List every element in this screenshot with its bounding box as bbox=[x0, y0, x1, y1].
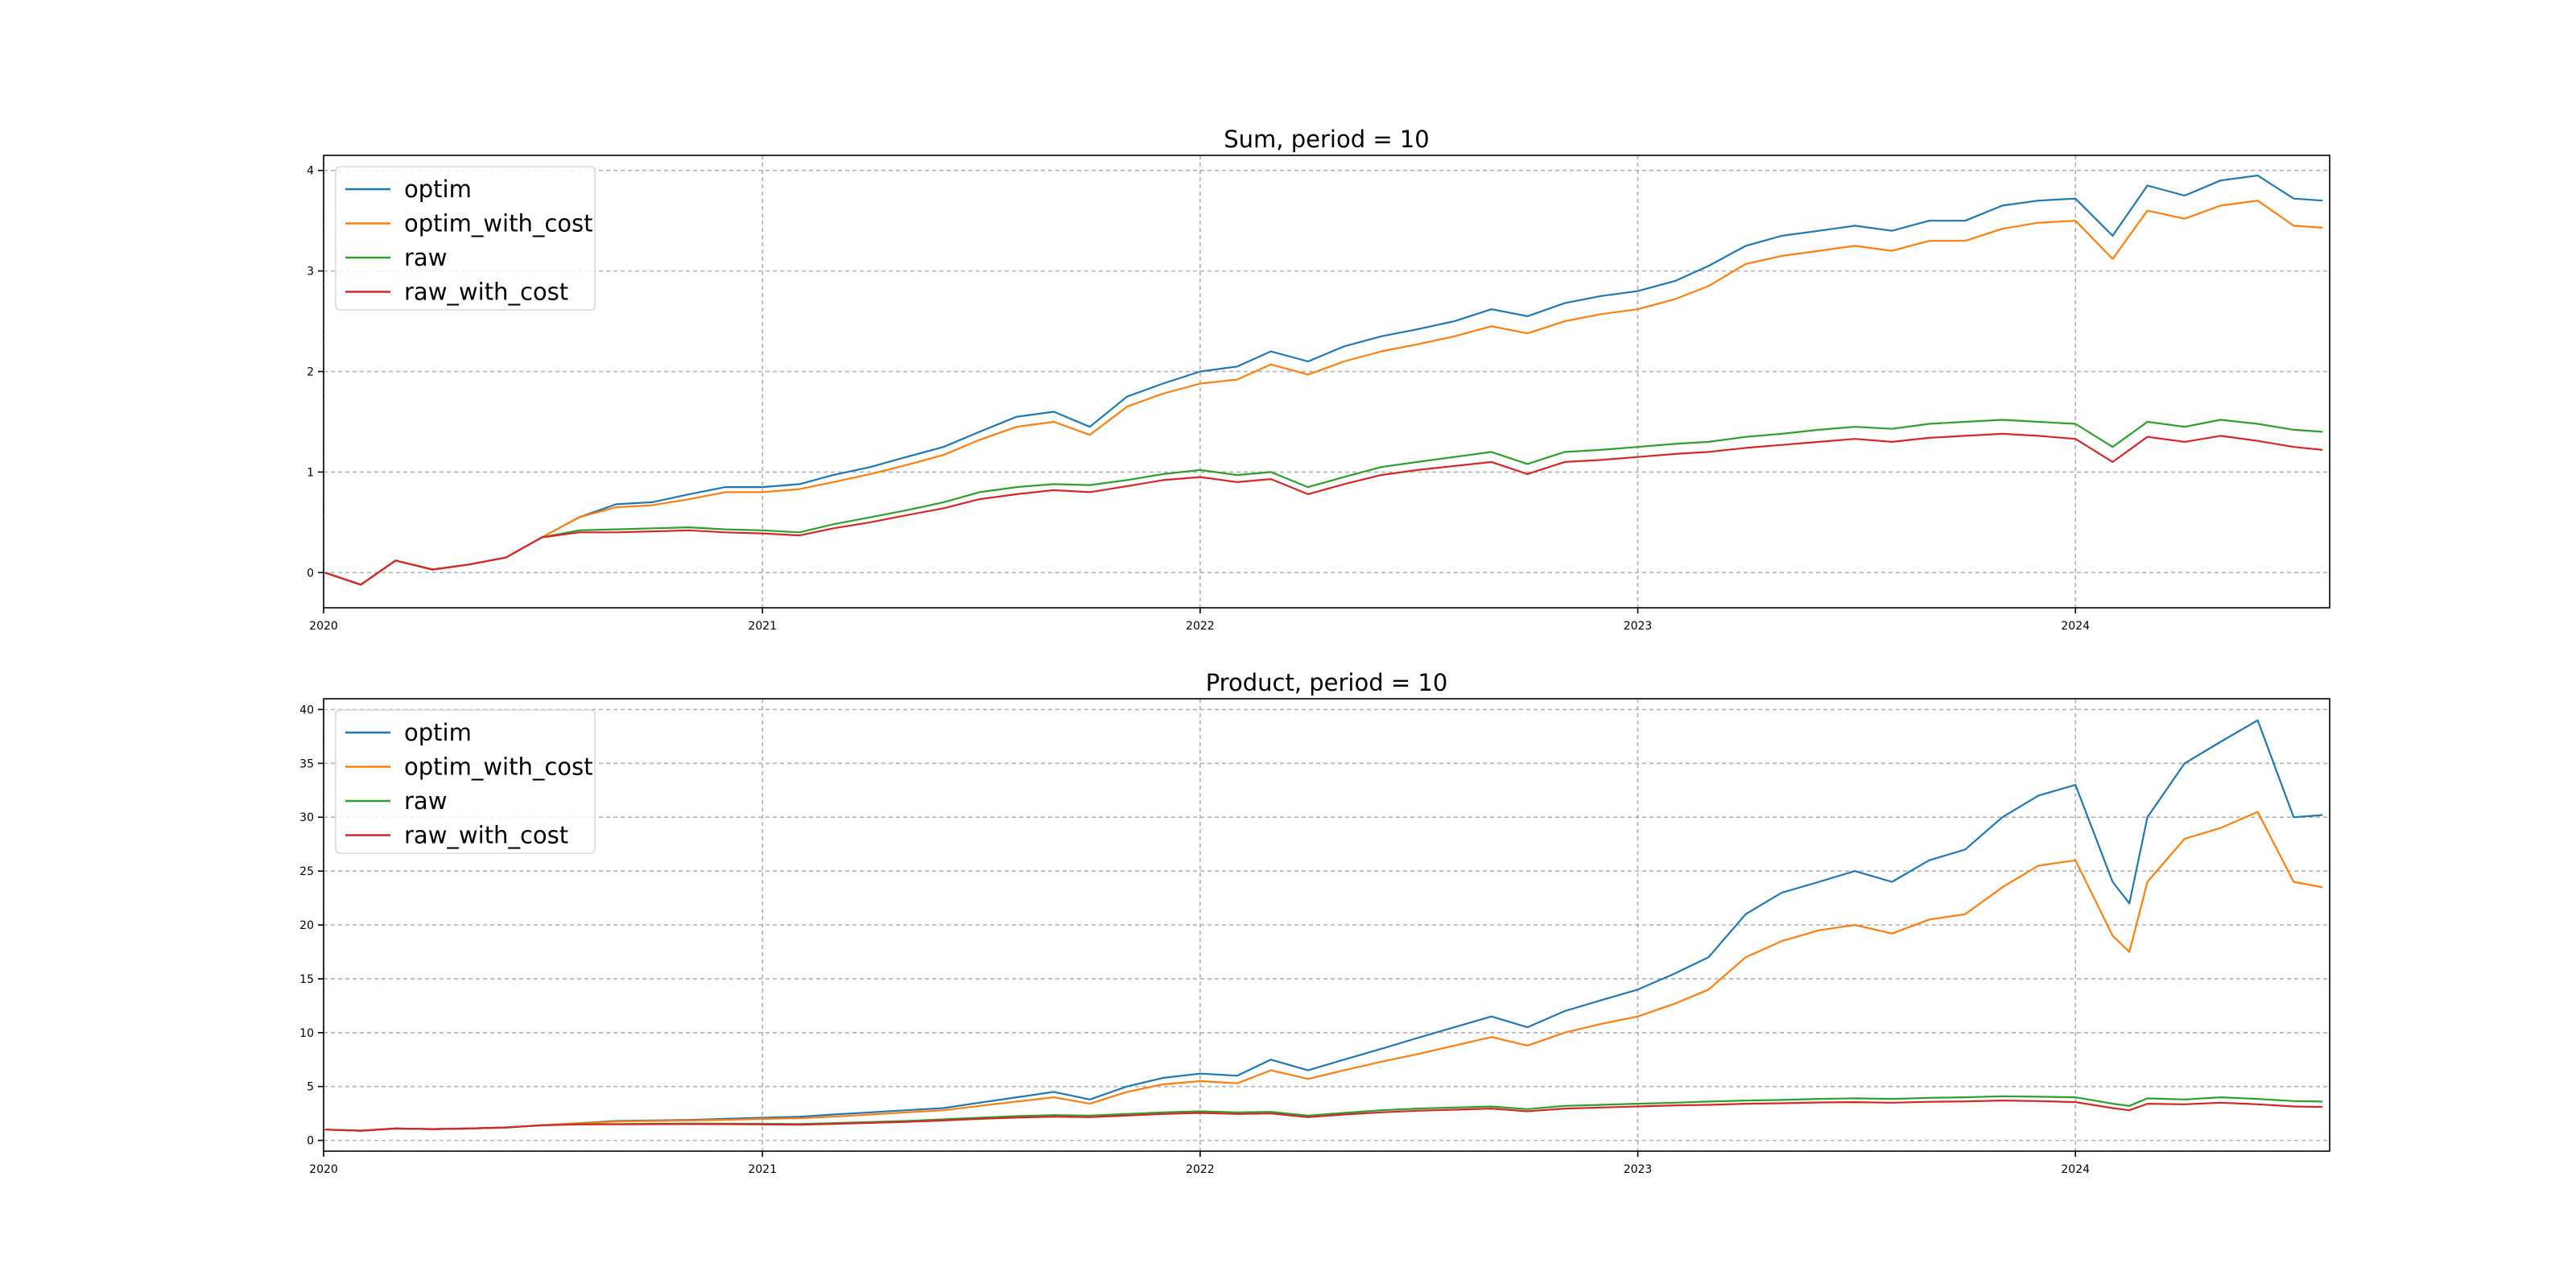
legend-label-raw_with_cost: raw_with_cost bbox=[404, 822, 568, 849]
y-tick-label: 25 bbox=[299, 865, 314, 878]
y-tick-label: 0 bbox=[307, 567, 314, 580]
y-tick-label: 4 bbox=[307, 165, 314, 178]
chart-title: Sum, period = 10 bbox=[1224, 126, 1430, 153]
sum-chart: Sum, period = 10 0 1 2 3 4 2020 2021 2022 2023 202… bbox=[307, 126, 2330, 633]
series-line-raw_with_cost bbox=[324, 1099, 2323, 1132]
y-tick-label: 30 bbox=[299, 811, 314, 824]
legend-label-raw: raw bbox=[404, 244, 447, 271]
x-tick-label: 2024 bbox=[2061, 1163, 2090, 1176]
plot-frame bbox=[323, 698, 2330, 1152]
x-tick-label: 2024 bbox=[2061, 620, 2090, 633]
y-tick-label: 10 bbox=[299, 1027, 314, 1040]
legend-label-raw: raw bbox=[404, 787, 447, 815]
x-tick-label: 2020 bbox=[309, 1163, 338, 1176]
y-tick-label: 1 bbox=[307, 466, 314, 479]
product-chart: Product, period = 10 0 5 10 15 20 25 30 35 40 2020… bbox=[299, 669, 2330, 1176]
legend-label-optim_with_cost: optim_with_cost bbox=[404, 210, 593, 237]
y-tick-label: 2 bbox=[307, 366, 314, 379]
legend-label-raw_with_cost: raw_with_cost bbox=[404, 279, 568, 306]
x-tick-label: 2023 bbox=[1624, 620, 1653, 633]
y-tick-label: 3 bbox=[307, 266, 314, 279]
plot-frame bbox=[323, 155, 2330, 609]
legend-label-optim: optim bbox=[404, 719, 472, 746]
legend-box bbox=[335, 709, 596, 854]
legend-box bbox=[335, 166, 596, 311]
x-tick-label: 2021 bbox=[748, 1163, 777, 1176]
x-tick-label: 2022 bbox=[1186, 1163, 1215, 1176]
x-tick-label: 2020 bbox=[309, 620, 338, 633]
legend-label-optim: optim bbox=[404, 175, 472, 203]
series-line-optim_with_cost bbox=[324, 811, 2323, 1132]
y-tick-label: 40 bbox=[299, 704, 314, 716]
y-tick-label: 0 bbox=[307, 1135, 314, 1148]
y-tick-label: 35 bbox=[299, 758, 314, 770]
y-tick-label: 20 bbox=[299, 919, 314, 932]
chart-title: Product, period = 10 bbox=[1206, 669, 1448, 696]
x-tick-label: 2023 bbox=[1624, 1163, 1653, 1176]
series-line-raw_with_cost bbox=[324, 432, 2323, 586]
series-line-raw bbox=[324, 419, 2323, 586]
x-tick-label: 2021 bbox=[748, 620, 777, 633]
series-line-optim bbox=[324, 174, 2323, 586]
y-tick-label: 5 bbox=[307, 1081, 314, 1094]
x-tick-label: 2022 bbox=[1186, 620, 1215, 633]
legend-label-optim_with_cost: optim_with_cost bbox=[404, 753, 593, 781]
y-tick-label: 15 bbox=[299, 973, 314, 986]
series-line-optim_with_cost bbox=[324, 200, 2323, 586]
